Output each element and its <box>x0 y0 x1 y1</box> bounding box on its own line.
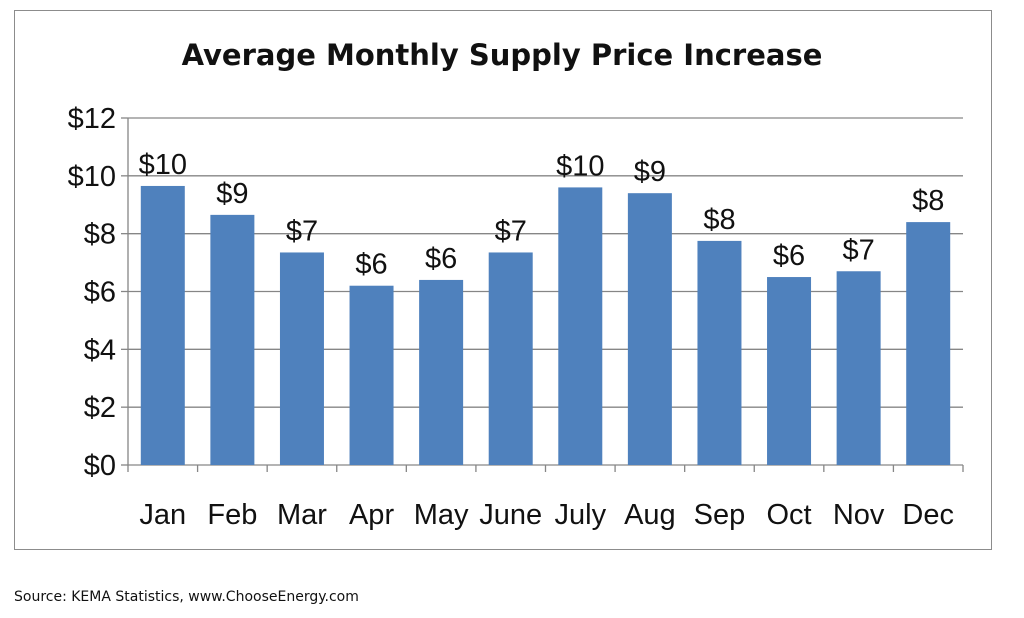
bar <box>419 279 464 465</box>
bar <box>140 185 185 465</box>
data-label: $10 <box>556 150 604 182</box>
y-tick-label: $2 <box>84 392 116 424</box>
data-label: $6 <box>355 249 387 281</box>
x-tick-label: Apr <box>349 499 394 531</box>
x-tick-label: June <box>479 499 542 531</box>
data-label: $7 <box>495 215 527 247</box>
source-note: Source: KEMA Statistics, www.ChooseEnerg… <box>14 589 359 605</box>
y-tick-label: $8 <box>84 219 116 251</box>
x-tick-label: July <box>555 499 607 531</box>
x-tick-label: Feb <box>207 499 257 531</box>
y-tick-label: $4 <box>84 334 116 366</box>
chart-title: Average Monthly Supply Price Increase <box>181 38 823 72</box>
data-label: $7 <box>842 234 874 266</box>
data-label: $10 <box>139 149 187 181</box>
x-tick-label: Dec <box>902 499 954 531</box>
x-tick-label: Sep <box>694 499 746 531</box>
bar <box>627 193 672 465</box>
x-tick-label: Aug <box>624 499 676 531</box>
bar <box>210 214 255 465</box>
x-tick-label: Jan <box>139 499 186 531</box>
data-label: $9 <box>216 178 248 210</box>
data-label: $8 <box>912 185 944 217</box>
bar-chart: $0 $2 $4 $6 $8 $10 $12 $10 Jan $9 Feb $7 Mar $6 Apr $6 M… <box>68 103 964 531</box>
bar <box>836 271 881 465</box>
data-label: $6 <box>425 243 457 275</box>
y-tick-label: $0 <box>84 450 116 482</box>
bar <box>906 222 951 465</box>
x-tick-label: Mar <box>277 499 327 531</box>
data-label: $6 <box>773 240 805 272</box>
x-tick-label: Oct <box>766 499 811 531</box>
bar <box>488 252 533 465</box>
bar <box>279 252 324 465</box>
bar <box>767 277 812 465</box>
bar <box>349 285 394 465</box>
bar <box>697 240 742 465</box>
x-tick-label: Nov <box>833 499 885 531</box>
y-tick-label: $6 <box>84 277 116 309</box>
bar <box>558 187 603 465</box>
data-label: $7 <box>286 215 318 247</box>
y-tick-label: $10 <box>68 161 116 193</box>
x-tick-label: May <box>414 499 469 531</box>
y-tick-label: $12 <box>68 103 116 135</box>
data-label: $8 <box>703 204 735 236</box>
data-label: $9 <box>634 156 666 188</box>
